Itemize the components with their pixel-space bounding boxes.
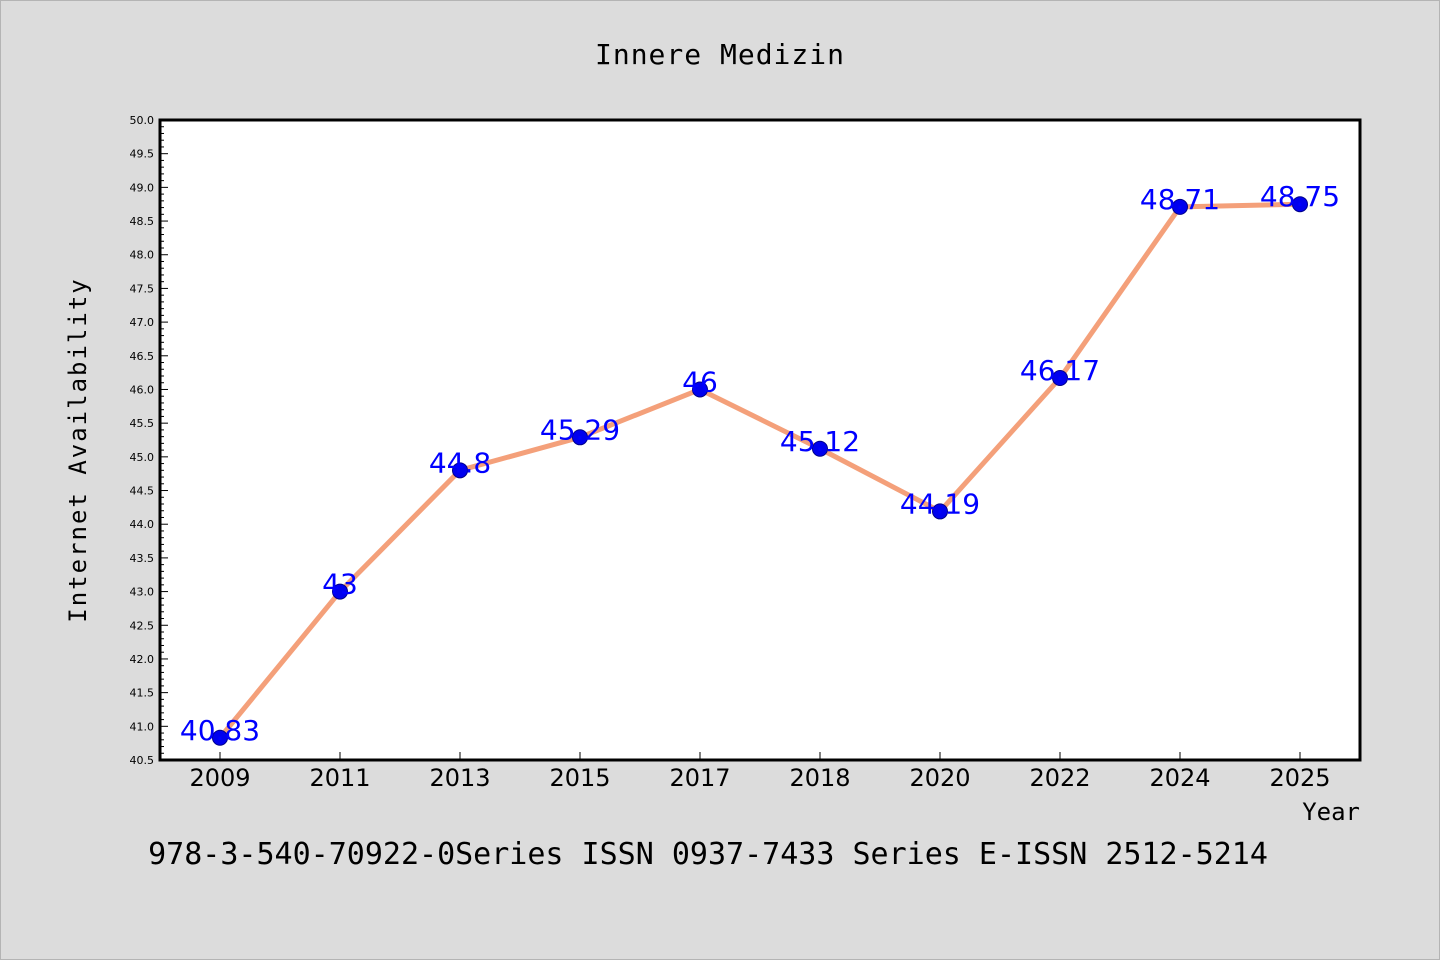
x-tick-label: 2015 [549, 764, 610, 792]
data-point-marker [452, 462, 468, 479]
x-tick-label: 2025 [1269, 764, 1330, 792]
plot-area [160, 120, 1360, 760]
y-tick-label: 42.0 [130, 653, 155, 666]
x-tick-label: 2022 [1029, 764, 1090, 792]
data-label: 48.75 [1260, 180, 1340, 213]
data-label: 43 [322, 568, 358, 601]
data-label: 44.19 [900, 487, 980, 520]
x-tick-label: 2018 [789, 764, 850, 792]
y-tick-label: 43.0 [130, 586, 155, 599]
y-tick-label: 41.5 [130, 687, 155, 700]
y-tick-label: 45.0 [130, 451, 155, 464]
data-point-marker [212, 729, 228, 746]
x-tick-label: 2017 [669, 764, 730, 792]
chart-title: Innere Medizin [595, 38, 845, 71]
y-tick-label: 41.0 [130, 720, 155, 733]
data-label: 46.17 [1020, 354, 1100, 387]
y-tick-label: 48.0 [130, 249, 155, 262]
data-label: 45.12 [780, 425, 860, 458]
y-tick-label: 45.5 [130, 417, 155, 430]
plot-frame [158, 118, 1362, 762]
data-point-marker [692, 381, 708, 398]
x-tick-label: 2024 [1149, 764, 1210, 792]
data-point-marker [812, 440, 828, 457]
data-point-marker [332, 583, 348, 600]
y-tick-label: 44.0 [130, 518, 155, 531]
x-tick-label: 2020 [909, 764, 970, 792]
series-markers [212, 196, 1308, 746]
y-tick-label: 48.5 [130, 215, 155, 228]
x-tick-label: 2013 [429, 764, 490, 792]
footer-text: 978-3-540-70922-0Series ISSN 0937-7433 S… [148, 837, 1268, 872]
y-tick-label: 47.0 [130, 316, 155, 329]
y-tick-label: 44.5 [130, 485, 155, 498]
x-tick-label: 2009 [189, 764, 250, 792]
data-point-marker [932, 503, 948, 520]
data-point-marker [572, 429, 588, 446]
y-axis-ticks: 40.5 41.0 41.5 42.0 42.5 43.0 43.5 44.0 44.5 45.0… [130, 114, 168, 767]
data-label: 45.29 [540, 413, 620, 446]
y-tick-label: 49.0 [130, 181, 155, 194]
data-point-marker [1172, 198, 1188, 215]
x-tick-label: 2011 [309, 764, 370, 792]
data-label: 40.83 [180, 714, 260, 747]
y-tick-label: 40.5 [130, 754, 155, 767]
data-labels: 40.83 43 44.8 45.29 46 45.12 44.19 46.17 48.71 48… [180, 180, 1340, 747]
y-tick-label: 50.0 [130, 114, 155, 127]
y-tick-label: 46.0 [130, 383, 155, 396]
y-tick-label: 42.5 [130, 619, 155, 632]
y-tick-label: 47.5 [130, 282, 155, 295]
data-label: 44.8 [429, 446, 491, 479]
data-label: 46 [682, 365, 718, 398]
y-tick-label: 43.5 [130, 552, 155, 565]
y-tick-label: 49.5 [130, 148, 155, 161]
data-point-marker [1292, 196, 1308, 213]
y-tick-label: 46.5 [130, 350, 155, 363]
y-axis-label: Internet Availability [64, 277, 92, 622]
series-line [217, 201, 1303, 741]
x-axis-label: Year [1302, 798, 1360, 826]
data-point-marker [1052, 370, 1068, 387]
data-label: 48.71 [1140, 183, 1220, 216]
